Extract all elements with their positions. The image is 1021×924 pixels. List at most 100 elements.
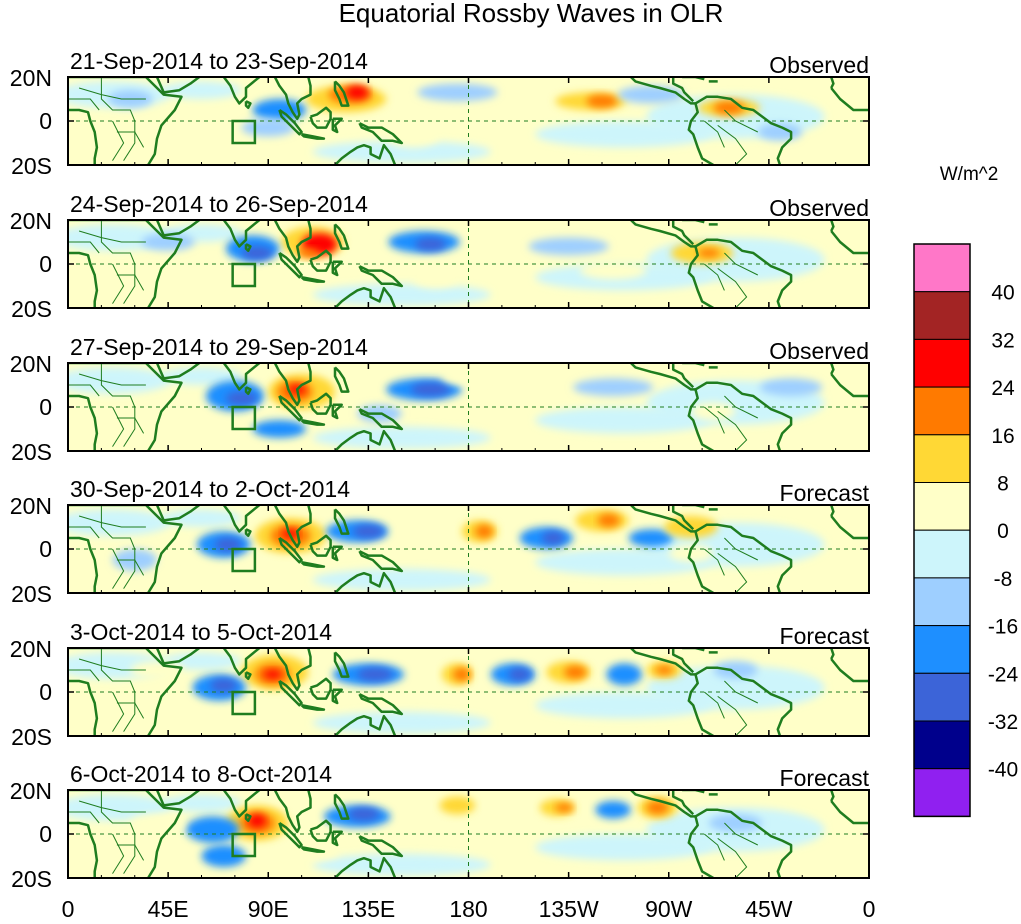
lon-label: 90W <box>645 896 693 922</box>
coastlines <box>68 77 869 165</box>
country-border <box>100 790 136 874</box>
coastline <box>333 223 350 250</box>
coastline <box>358 693 404 716</box>
lon-label: 180 <box>449 896 487 922</box>
country-border <box>717 695 748 736</box>
coastline <box>331 830 343 847</box>
olr-anomaly-blob <box>161 121 198 135</box>
coastline <box>300 560 326 568</box>
coastline <box>694 808 793 878</box>
olr-anomaly-blob <box>595 801 631 819</box>
coastline <box>331 545 343 562</box>
olr-anomaly-blob <box>579 261 647 280</box>
country-border <box>703 833 725 861</box>
colorbar-swatch <box>913 577 971 627</box>
country-border <box>112 833 125 874</box>
coastline <box>68 77 183 165</box>
coastline <box>278 108 303 136</box>
panel-date-range: 6-Oct-2014 to 8-Oct-2014 <box>70 761 332 787</box>
coastline <box>222 77 261 105</box>
country-border <box>703 263 725 291</box>
olr-anomaly-blob <box>617 85 685 104</box>
coastline <box>687 103 714 165</box>
coastline <box>682 77 705 81</box>
olr-anomaly-blob <box>564 665 587 679</box>
coastline <box>630 77 696 105</box>
olr-anomaly-blob <box>439 796 476 815</box>
coastline <box>358 408 404 431</box>
olr-anomaly-blob <box>586 94 618 108</box>
reference-box <box>231 119 257 145</box>
coastline <box>671 363 695 389</box>
olr-anomaly-blob <box>708 814 763 832</box>
country-border <box>68 811 100 824</box>
coastline <box>830 87 869 112</box>
country-border <box>68 669 100 682</box>
coastline <box>334 429 397 451</box>
coastline <box>309 106 332 129</box>
coastline <box>830 77 835 89</box>
coastline <box>68 821 99 878</box>
panel-type-label: Observed <box>769 52 869 78</box>
coastline <box>333 793 350 820</box>
country-border <box>112 263 125 304</box>
figure-title: Equatorial Rossby Waves in OLR <box>339 0 724 28</box>
country-border <box>717 410 748 451</box>
coastline <box>687 816 714 878</box>
country-border <box>717 124 748 165</box>
coastline <box>331 117 343 134</box>
lat-label: 0 <box>39 536 52 562</box>
coastline <box>358 835 404 858</box>
map-panel: 20N 0 20S 24-Sep-2014 to 26-Sep-2014 Observe… <box>10 191 870 322</box>
coastline <box>687 246 714 308</box>
coastline <box>694 666 793 736</box>
coastline <box>309 677 332 700</box>
coastline <box>333 366 350 393</box>
olr-anomaly-blob <box>210 678 238 693</box>
olr-anomaly-blob <box>141 233 195 251</box>
coastline <box>682 363 705 367</box>
coastline <box>687 389 714 451</box>
panel-date-range: 30-Sep-2014 to 2-Oct-2014 <box>70 476 350 502</box>
olr-anomaly-area <box>161 652 242 670</box>
coastline <box>830 373 869 398</box>
coastline <box>682 790 705 794</box>
lat-label: 20S <box>11 581 52 607</box>
coastline <box>222 220 261 248</box>
olr-anomaly-blob <box>508 667 531 682</box>
country-border <box>116 131 145 148</box>
coastline <box>155 505 201 522</box>
country-border <box>78 87 146 100</box>
lat-label: 20N <box>10 493 52 519</box>
olr-anomaly-area <box>68 509 171 536</box>
map-panel: 20N 0 20S 21-Sep-2014 to 23-Sep-2014 Observe… <box>10 48 870 179</box>
country-border <box>78 800 146 813</box>
olr-anomaly-blob <box>348 807 380 821</box>
coastline <box>830 230 869 255</box>
country-border <box>100 220 136 304</box>
coastline <box>278 536 303 564</box>
colorbar-label: -16 <box>988 616 1018 639</box>
coastline <box>68 790 183 878</box>
lon-label: 0 <box>62 896 75 922</box>
country-border <box>116 844 145 861</box>
coastline <box>278 394 303 422</box>
country-border <box>717 552 748 593</box>
coastline <box>335 637 339 644</box>
coastline <box>630 505 696 533</box>
coastline <box>68 648 183 736</box>
lat-label: 20S <box>11 724 52 750</box>
coastline <box>222 363 261 391</box>
coastline <box>244 528 252 538</box>
reference-box <box>231 690 257 716</box>
olr-anomaly-blob <box>759 378 823 397</box>
coastline <box>333 651 350 678</box>
coastline <box>671 505 695 531</box>
olr-anomaly-blob <box>185 568 218 583</box>
colorbar-label: -8 <box>994 568 1013 591</box>
reference-box <box>231 262 257 288</box>
coastline <box>630 220 696 248</box>
country-border <box>78 373 146 386</box>
coastline <box>671 648 695 674</box>
country-border <box>703 548 725 576</box>
